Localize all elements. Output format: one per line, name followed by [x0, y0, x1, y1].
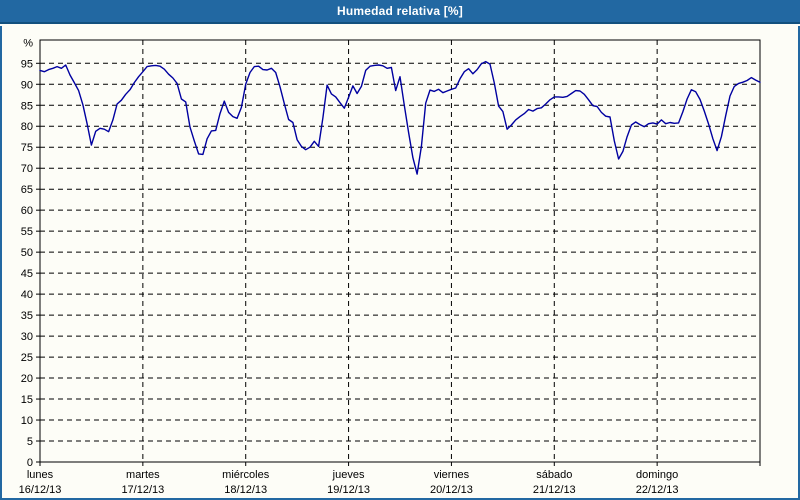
y-tick-label: 15: [21, 394, 33, 406]
chart-frame: [0, 26, 800, 500]
y-tick-label: 5: [27, 436, 33, 448]
x-day-label: jueves: [332, 469, 365, 481]
x-day-label: miércoles: [222, 469, 270, 481]
plot-border: [39, 39, 761, 463]
humidity-line: [39, 60, 761, 175]
y-tick-label: 70: [21, 163, 33, 175]
x-date-label: 20/12/13: [430, 484, 473, 496]
x-date-label: 18/12/13: [224, 484, 267, 496]
y-tick-label: 40: [21, 289, 33, 301]
y-tick-label: 20: [21, 373, 33, 385]
y-tick-label: 45: [21, 268, 33, 280]
y-tick-label: 30: [21, 331, 33, 343]
x-date-label: 17/12/13: [121, 484, 164, 496]
x-day-label: martes: [126, 469, 160, 481]
y-tick-label: 80: [21, 121, 33, 133]
x-day-label: sábado: [536, 469, 572, 481]
y-tick-label: 85: [21, 100, 33, 112]
y-tick-label: 10: [21, 415, 33, 427]
x-date-label: 16/12/13: [19, 484, 62, 496]
y-tick-label: 25: [21, 352, 33, 364]
y-tick-label: 0: [27, 457, 33, 469]
x-date-label: 19/12/13: [327, 484, 370, 496]
y-axis-unit-label: %: [23, 37, 33, 49]
chart-title: Humedad relativa [%]: [336, 4, 464, 18]
x-day-label: domingo: [636, 469, 678, 481]
y-tick-label: 55: [21, 226, 33, 238]
x-date-label: 21/12/13: [533, 484, 576, 496]
x-day-label: lunes: [27, 469, 54, 481]
y-tick-label: 90: [21, 79, 33, 91]
y-tick-label: 95: [21, 58, 33, 70]
x-date-label: 22/12/13: [636, 484, 679, 496]
y-tick-label: 65: [21, 184, 33, 196]
y-tick-label: 75: [21, 142, 33, 154]
y-tick-label: 60: [21, 205, 33, 217]
y-tick-label: 50: [21, 247, 33, 259]
y-tick-label: 35: [21, 310, 33, 322]
x-day-label: viernes: [434, 469, 470, 481]
chart-title-bar: Humedad relativa [%]: [0, 0, 800, 24]
